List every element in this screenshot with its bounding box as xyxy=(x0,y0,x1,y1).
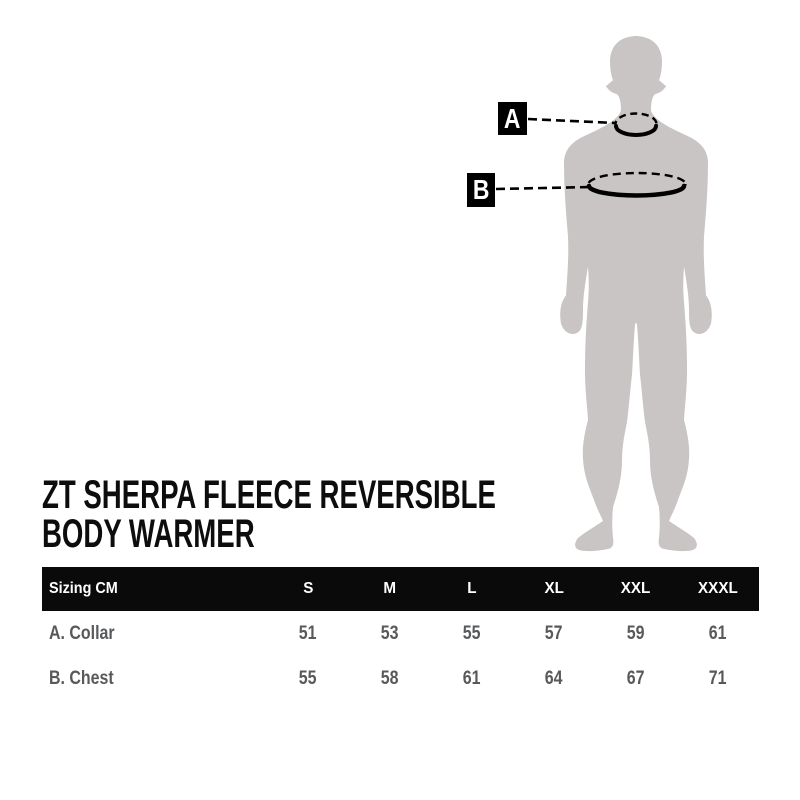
product-title: ZT SHERPA FLEECE REVERSIBLE BODY WARMER xyxy=(42,473,700,556)
male-silhouette-svg xyxy=(560,36,712,552)
header-cell-xxxl: XXXL xyxy=(698,580,738,597)
chest-marker-badge: B xyxy=(467,173,495,207)
silhouette-half-path xyxy=(634,36,712,552)
header-cell-l: L xyxy=(467,580,477,597)
size-table: Sizing CM S M L XL XXL XXXL A. Collar 51… xyxy=(42,567,759,701)
chest-value-l: 61 xyxy=(463,667,481,689)
collar-marker-badge: A xyxy=(498,102,527,135)
silhouette-mirrored-half xyxy=(560,36,638,552)
header-cell-xxl: XXL xyxy=(621,580,651,597)
chest-value-s: 55 xyxy=(299,667,317,689)
product-title-line1: ZT SHERPA FLEECE REVERSIBLE xyxy=(42,473,496,517)
male-silhouette-icon xyxy=(556,36,716,553)
collar-value-xl: 57 xyxy=(545,622,563,644)
collar-value-m: 53 xyxy=(381,622,399,644)
chest-marker-letter: B xyxy=(472,174,490,205)
size-table-header-row: Sizing CM S M L XL XXL XXXL xyxy=(42,567,759,611)
collar-marker-letter: A xyxy=(504,102,521,134)
row-label-chest: B. Chest xyxy=(49,667,114,689)
header-cell-s: S xyxy=(302,580,314,597)
chest-value-m: 58 xyxy=(381,667,399,689)
chest-value-xl: 64 xyxy=(545,667,563,689)
collar-value-xxl: 59 xyxy=(627,622,645,644)
header-cell-sizing-cm: Sizing CM xyxy=(49,580,118,597)
product-title-line2: BODY WARMER xyxy=(42,512,255,556)
collar-value-l: 55 xyxy=(463,622,481,644)
table-row-chest: B. Chest 55 58 61 64 67 71 xyxy=(42,656,759,701)
chest-value-xxxl: 71 xyxy=(709,667,727,689)
row-label-collar: A. Collar xyxy=(49,622,115,644)
chest-value-xxl: 67 xyxy=(627,667,645,689)
collar-value-xxxl: 61 xyxy=(709,622,727,644)
header-cell-xl: XL xyxy=(544,580,564,597)
table-row-collar: A. Collar 51 53 55 57 59 61 xyxy=(42,611,759,656)
header-cell-m: M xyxy=(383,580,397,597)
collar-value-s: 51 xyxy=(299,622,317,644)
